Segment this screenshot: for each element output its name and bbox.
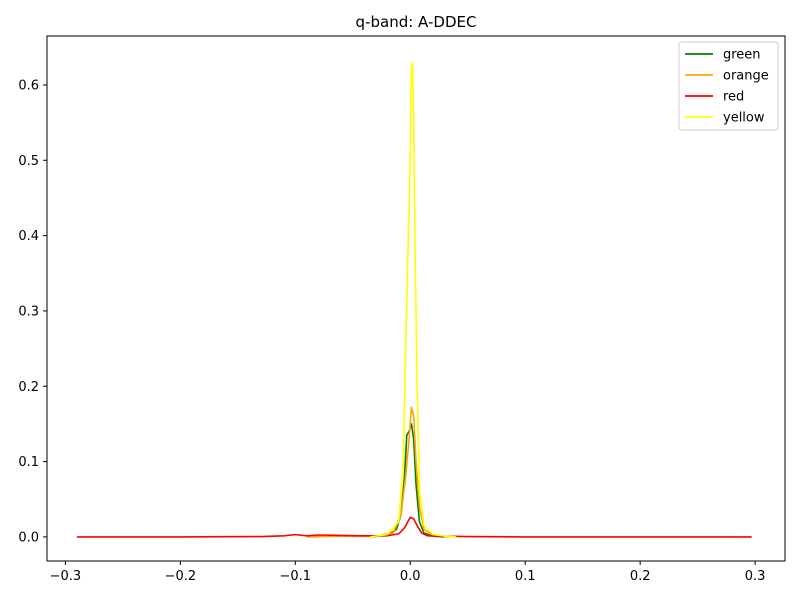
legend-label-red: red [723, 90, 744, 105]
y-tick-label: 0.3 [18, 304, 39, 319]
series-line-orange [306, 406, 451, 538]
series-line-green [369, 423, 445, 538]
y-tick-label: 0.0 [18, 530, 39, 545]
x-tick-label: 0.2 [630, 569, 651, 584]
axes-frame [46, 35, 786, 562]
series-lines [76, 61, 752, 538]
legend-box [678, 41, 779, 131]
legend-label-orange: orange [723, 69, 769, 84]
x-tick-label: −0.3 [50, 569, 82, 584]
x-tick-label: 0.3 [745, 569, 766, 584]
series-line-red [76, 516, 752, 538]
y-tick-label: 0.2 [18, 380, 39, 395]
x-tick-label: 0.0 [400, 569, 421, 584]
y-tick-label: 0.5 [18, 154, 39, 169]
x-axis-ticks: −0.3 −0.2 −0.1 0.0 0.1 0.2 0.3 [50, 561, 766, 584]
plot-frame [46, 35, 786, 562]
y-tick-label: 0.4 [18, 229, 39, 244]
legend-label-yellow: yellow [723, 111, 765, 126]
legend: green orange red yellow [678, 41, 779, 131]
y-tick-label: 0.1 [18, 455, 39, 470]
chart-title: q-band: A-DDEC [356, 13, 477, 31]
x-tick-label: −0.2 [165, 569, 197, 584]
series-line-yellow [369, 61, 457, 538]
y-tick-label: 0.6 [18, 78, 39, 93]
y-axis-ticks: 0.0 0.1 0.2 0.3 0.4 0.5 0.6 [18, 78, 47, 545]
legend-label-green: green [723, 48, 761, 63]
x-tick-label: 0.1 [515, 569, 536, 584]
x-tick-label: −0.1 [280, 569, 312, 584]
